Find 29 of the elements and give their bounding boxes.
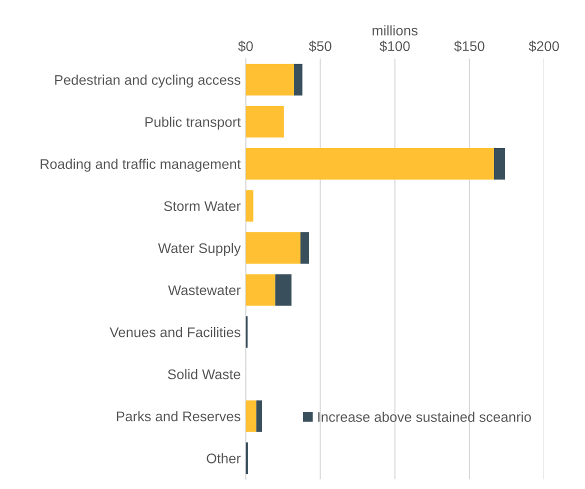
y-tick-label: Solid Waste [168,369,240,380]
y-tick-label: Public transport [145,116,241,130]
y-tick-label: Venues and Facilities [110,327,240,338]
legend-label: Increase above sustained sceanrio [318,412,531,422]
x-tick-label: $150 [454,40,484,52]
bar [294,64,302,96]
x-tick-label: $0 [238,40,253,52]
bar [256,400,262,432]
bar [246,232,300,264]
x-tick-label: $50 [308,40,332,52]
x-tick-label: $200 [528,40,559,52]
y-tick-label: Other [206,453,241,464]
bar [246,400,256,432]
y-tick-label: Roading and traffic management [40,158,241,172]
y-tick-label: Parks and Reserves [116,411,240,422]
x-axis-title: millions [372,25,418,36]
bar [275,274,292,306]
y-tick-label: Wastewater [168,285,241,296]
bar [246,274,276,306]
y-tick-label: Storm Water [164,201,241,212]
y-tick-label: Water Supply [158,242,241,256]
bar [246,64,294,96]
bar [246,190,254,222]
x-tick-label: $100 [380,40,410,52]
bar [246,106,284,138]
bar [246,148,494,180]
bar [494,148,505,180]
bar [300,232,309,264]
y-tick-label: Pedestrian and cycling access [55,74,240,88]
